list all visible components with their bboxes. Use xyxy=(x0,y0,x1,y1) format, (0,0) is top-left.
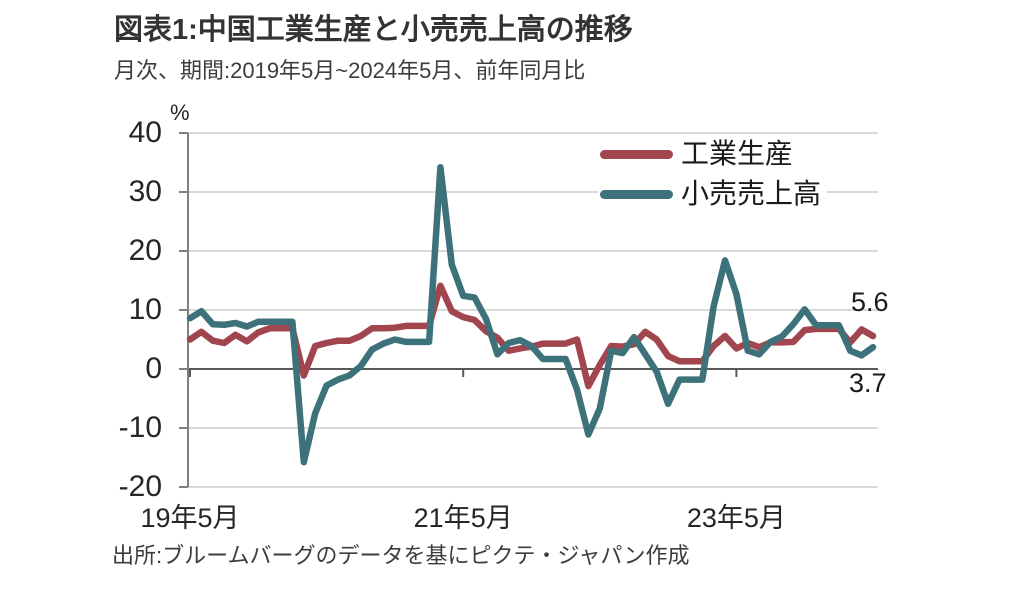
y-tick-label: 0 xyxy=(145,352,162,385)
series-line-retail-sales xyxy=(186,163,877,466)
chart-title: 図表1:中国工業生産と小売売上高の推移 xyxy=(114,14,633,46)
source-note: 出所:ブルームバーグのデータを基にピクテ・ジャパン作成 xyxy=(112,543,690,568)
x-tick-label: 23年5月 xyxy=(686,503,786,533)
latest-value-retail-sales: 3.7 xyxy=(849,368,887,398)
y-tick-label: 20 xyxy=(128,234,162,267)
y-tick-label: 40 xyxy=(128,116,162,149)
y-tick-label: -10 xyxy=(118,411,162,444)
legend-label: 工業生産 xyxy=(681,138,794,169)
y-tick-label: 10 xyxy=(128,293,162,326)
y-tick-label: 30 xyxy=(128,175,162,208)
industrial-production-line-swatch xyxy=(600,149,673,159)
legend-label: 小売売上高 xyxy=(681,178,822,209)
x-tick-label: 19年5月 xyxy=(140,503,240,533)
chart-legend: 工業生産 小売売上高 xyxy=(598,134,828,214)
latest-value-industrial-production: 5.6 xyxy=(851,287,889,317)
x-tick-label: 21年5月 xyxy=(413,503,513,533)
legend-item-industrial-production: 工業生産 xyxy=(600,134,821,174)
legend-item-retail-sales: 小売売上高 xyxy=(600,174,821,214)
y-axis-unit-label: % xyxy=(170,100,190,125)
retail-sales-line-swatch xyxy=(600,189,673,199)
y-tick-label: -20 xyxy=(118,470,162,503)
chart-subtitle: 月次、期間:2019年5月~2024年5月、前年同月比 xyxy=(114,58,586,83)
